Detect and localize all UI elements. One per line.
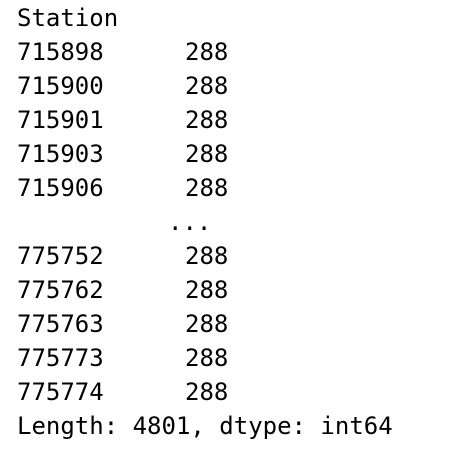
truncation-ellipsis: ... [168,208,212,236]
row-value: 288 [185,72,229,100]
series-row: 715906 288 [17,171,464,205]
row-index: 715898 [17,38,104,66]
series-row: 775763 288 [17,307,464,341]
series-row: 775773 288 [17,341,464,375]
series-row: 715900 288 [17,69,464,103]
row-index: 775763 [17,310,104,338]
row-index: 715900 [17,72,104,100]
series-row: 775752 288 [17,239,464,273]
row-index: 775774 [17,378,104,406]
series-row: 715898 288 [17,35,464,69]
row-value: 288 [185,310,229,338]
row-index: 775762 [17,276,104,304]
row-value: 288 [185,174,229,202]
row-value: 288 [185,140,229,168]
row-value: 288 [185,276,229,304]
row-value: 288 [185,378,229,406]
row-value: 288 [185,242,229,270]
series-footer: Length: 4801, dtype: int64 [17,412,393,440]
row-index: 775773 [17,344,104,372]
series-row: 715901 288 [17,103,464,137]
row-value: 288 [185,38,229,66]
index-name: Station [17,4,119,32]
series-row: 775774 288 [17,375,464,409]
row-value: 288 [185,344,229,372]
series-row: 775762 288 [17,273,464,307]
row-index: 715901 [17,106,104,134]
row-index: 715906 [17,174,104,202]
series-row: 715903 288 [17,137,464,171]
row-value: 288 [185,106,229,134]
row-index: 715903 [17,140,104,168]
row-index: 775752 [17,242,104,270]
